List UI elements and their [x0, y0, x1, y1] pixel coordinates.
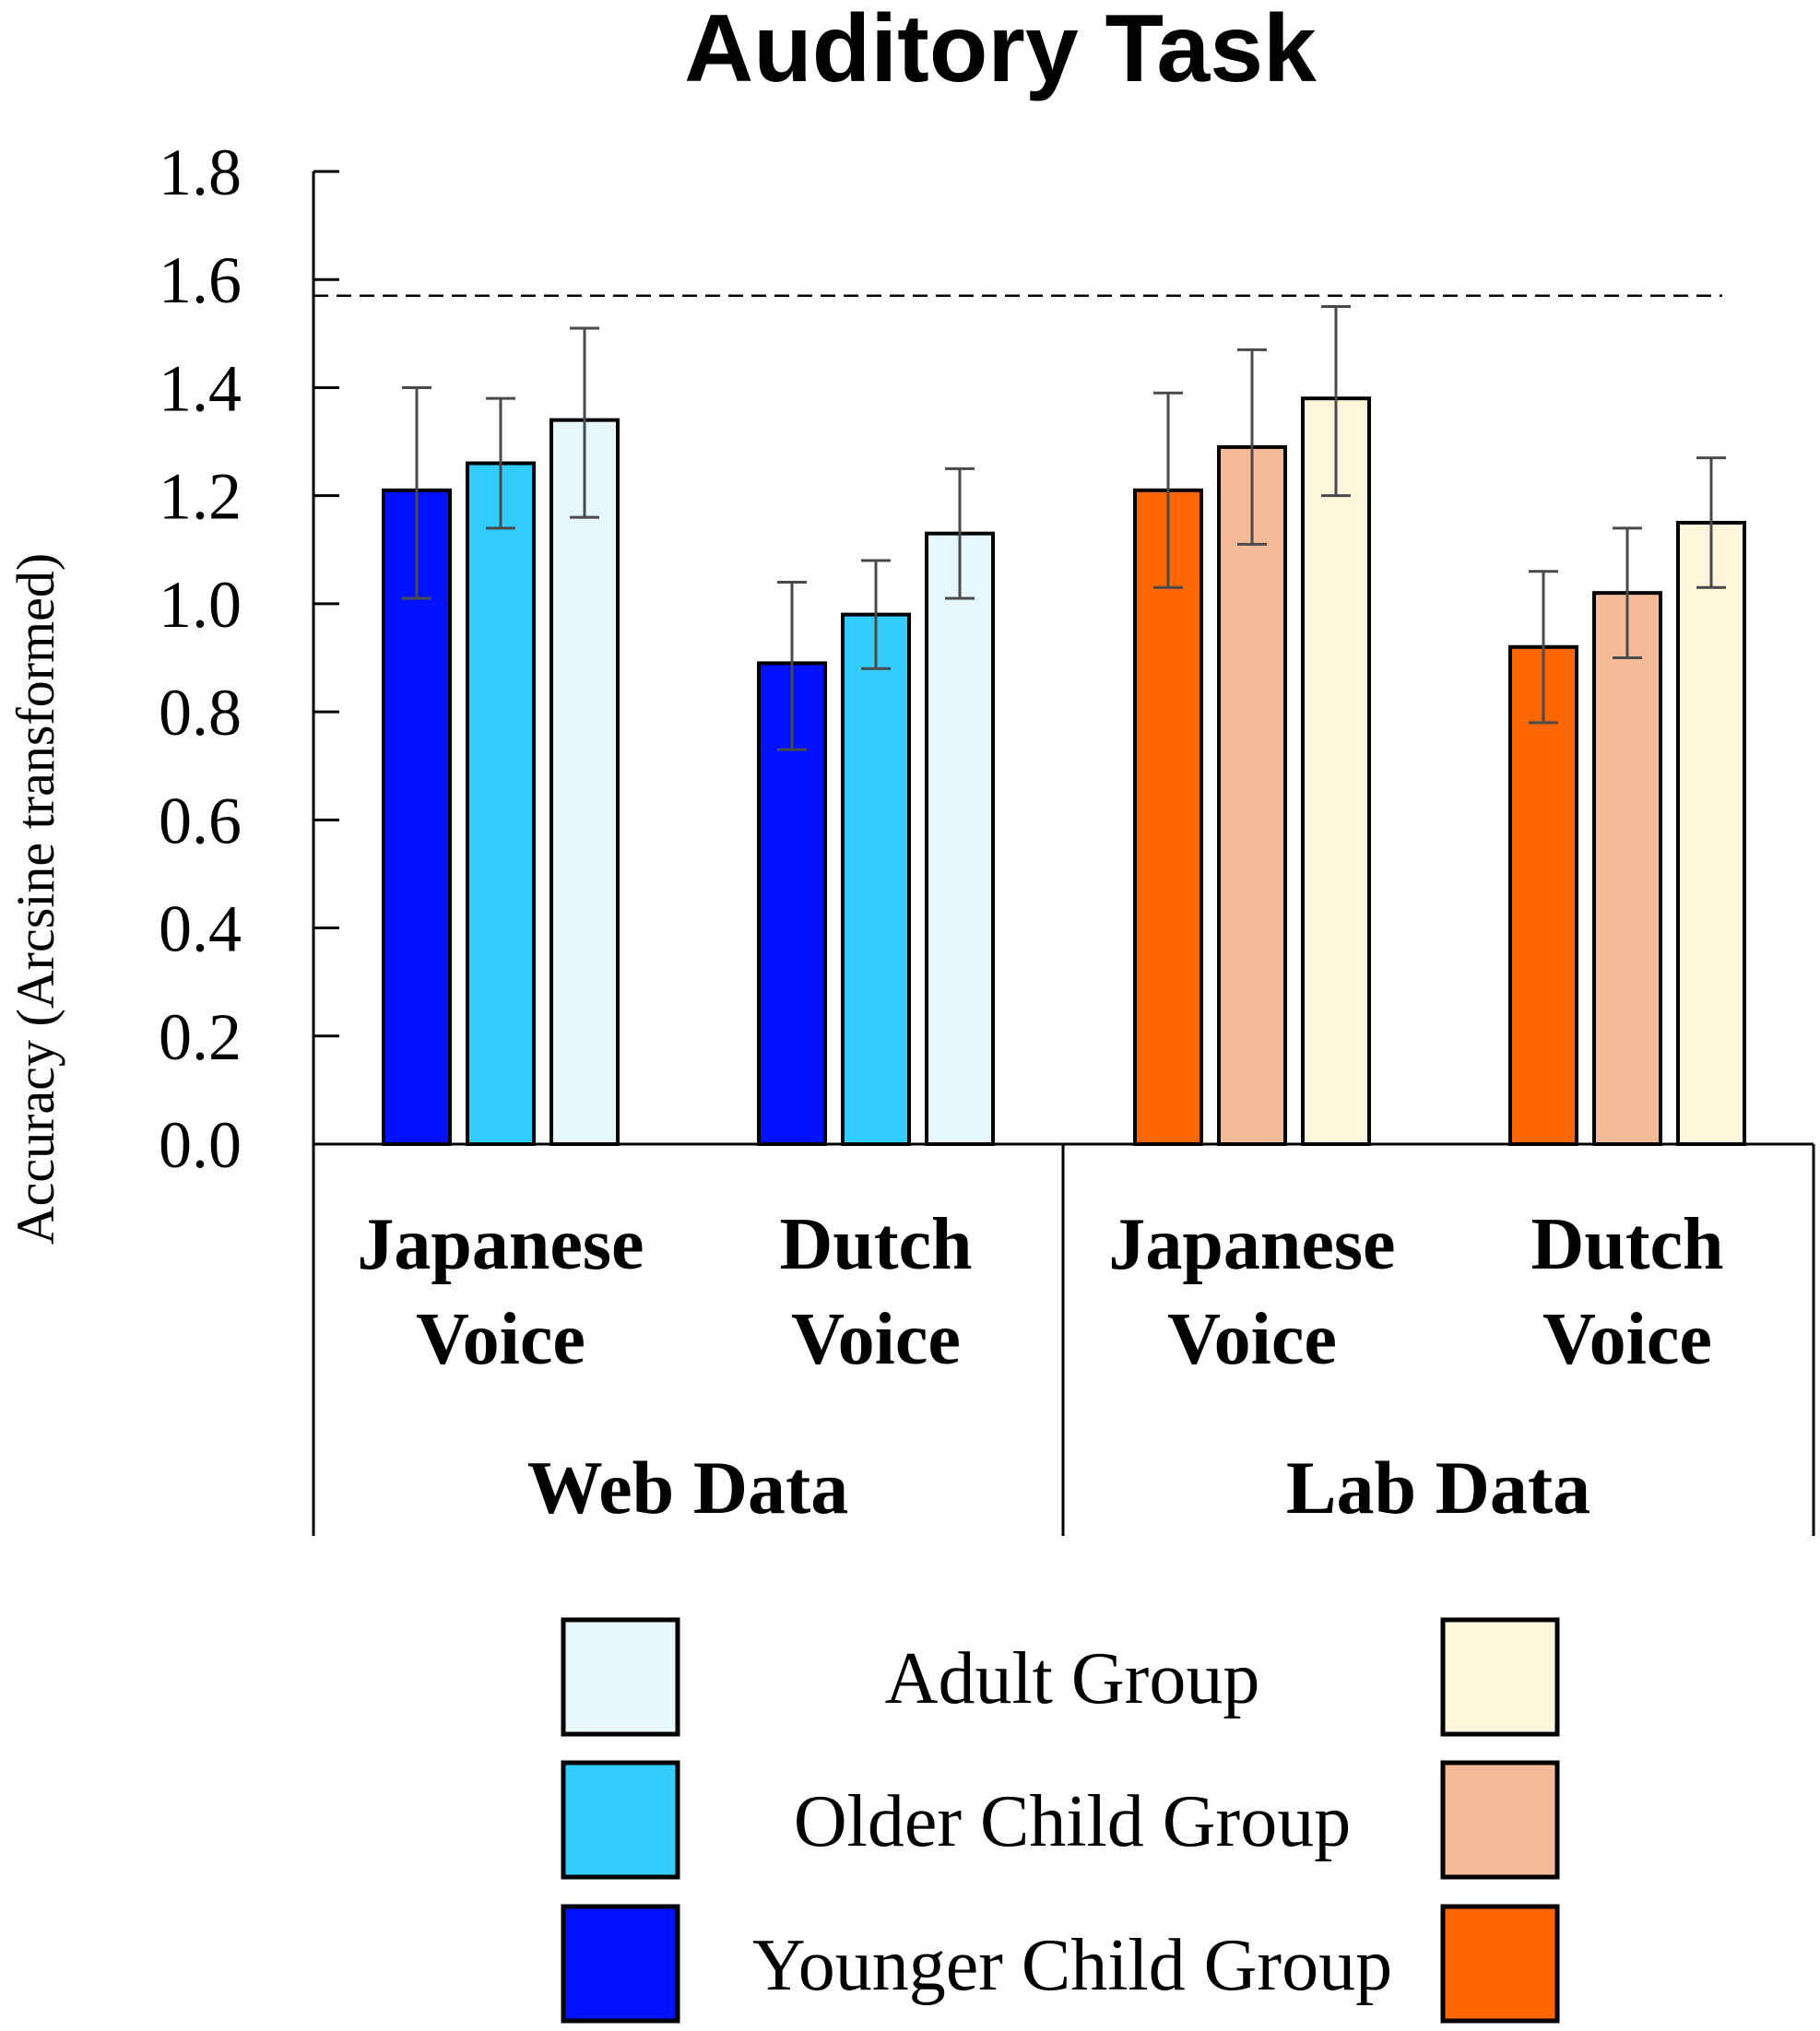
category-label: Dutch Voice	[780, 1204, 973, 1380]
legend-label: Adult Group	[885, 1638, 1260, 1719]
category-label: Dutch Voice	[1531, 1204, 1724, 1380]
category-label-line: Dutch	[780, 1204, 973, 1285]
error-bars-layer	[402, 305, 1726, 751]
group-label: Web Data	[527, 1446, 849, 1529]
y-tick-label: 1.8	[159, 136, 242, 209]
y-tick-label: 1.2	[159, 460, 242, 534]
category-label-line: Voice	[416, 1299, 585, 1380]
bar	[1592, 591, 1662, 1146]
category-label-line: Voice	[1542, 1299, 1712, 1380]
category-label-line: Japanese	[357, 1204, 644, 1285]
legend-swatch-web	[561, 1760, 680, 1880]
legend-label: Older Child Group	[794, 1781, 1351, 1862]
bars-layer	[382, 396, 1746, 1147]
legend-label: Younger Child Group	[752, 1925, 1392, 2006]
category-labels-layer: Japanese Voice Dutch Voice Web Data Japanese V…	[357, 1204, 1723, 1529]
y-tick-label: 1.6	[159, 243, 242, 317]
group-label: Lab Data	[1286, 1446, 1590, 1529]
legend-swatch-lab	[1440, 1904, 1560, 2024]
category-label-line: Dutch	[1531, 1204, 1724, 1285]
category-label-line: Voice	[1167, 1299, 1337, 1380]
bar	[925, 531, 995, 1146]
legend: Adult Group Older Child Group Younger Chil…	[561, 1617, 1560, 2024]
legend-swatch-web	[561, 1617, 680, 1737]
y-tick-label: 0.4	[159, 892, 242, 966]
bar	[1217, 444, 1287, 1146]
legend-swatch-lab	[1440, 1760, 1560, 1880]
bar	[1676, 520, 1746, 1146]
bar	[1301, 396, 1371, 1146]
y-tick-label: 0.8	[159, 676, 242, 750]
y-tick-label: 0.0	[159, 1108, 242, 1182]
axes-layer: 0.0 0.2 0.4 0.6 0.8 1.0 1.2 1.4 1.6 1.8	[159, 136, 1815, 1536]
y-tick-label: 0.6	[159, 784, 242, 857]
y-axis-label: Accuracy (Arcsine transformed)	[6, 553, 65, 1245]
y-tick-label: 0.2	[159, 1000, 242, 1074]
legend-swatch-web	[561, 1904, 680, 2024]
y-tick-label: 1.0	[159, 568, 242, 642]
chart-title: Auditory Task	[684, 0, 1317, 102]
bar	[466, 461, 536, 1146]
bar	[550, 418, 620, 1147]
category-label-line: Japanese	[1108, 1204, 1395, 1285]
category-label: Japanese Voice	[357, 1204, 644, 1380]
category-label: Japanese Voice	[1108, 1204, 1395, 1380]
bar	[841, 612, 911, 1146]
category-label-line: Voice	[791, 1299, 961, 1380]
y-tick-label: 1.4	[159, 351, 242, 425]
legend-swatch-lab	[1440, 1617, 1560, 1737]
